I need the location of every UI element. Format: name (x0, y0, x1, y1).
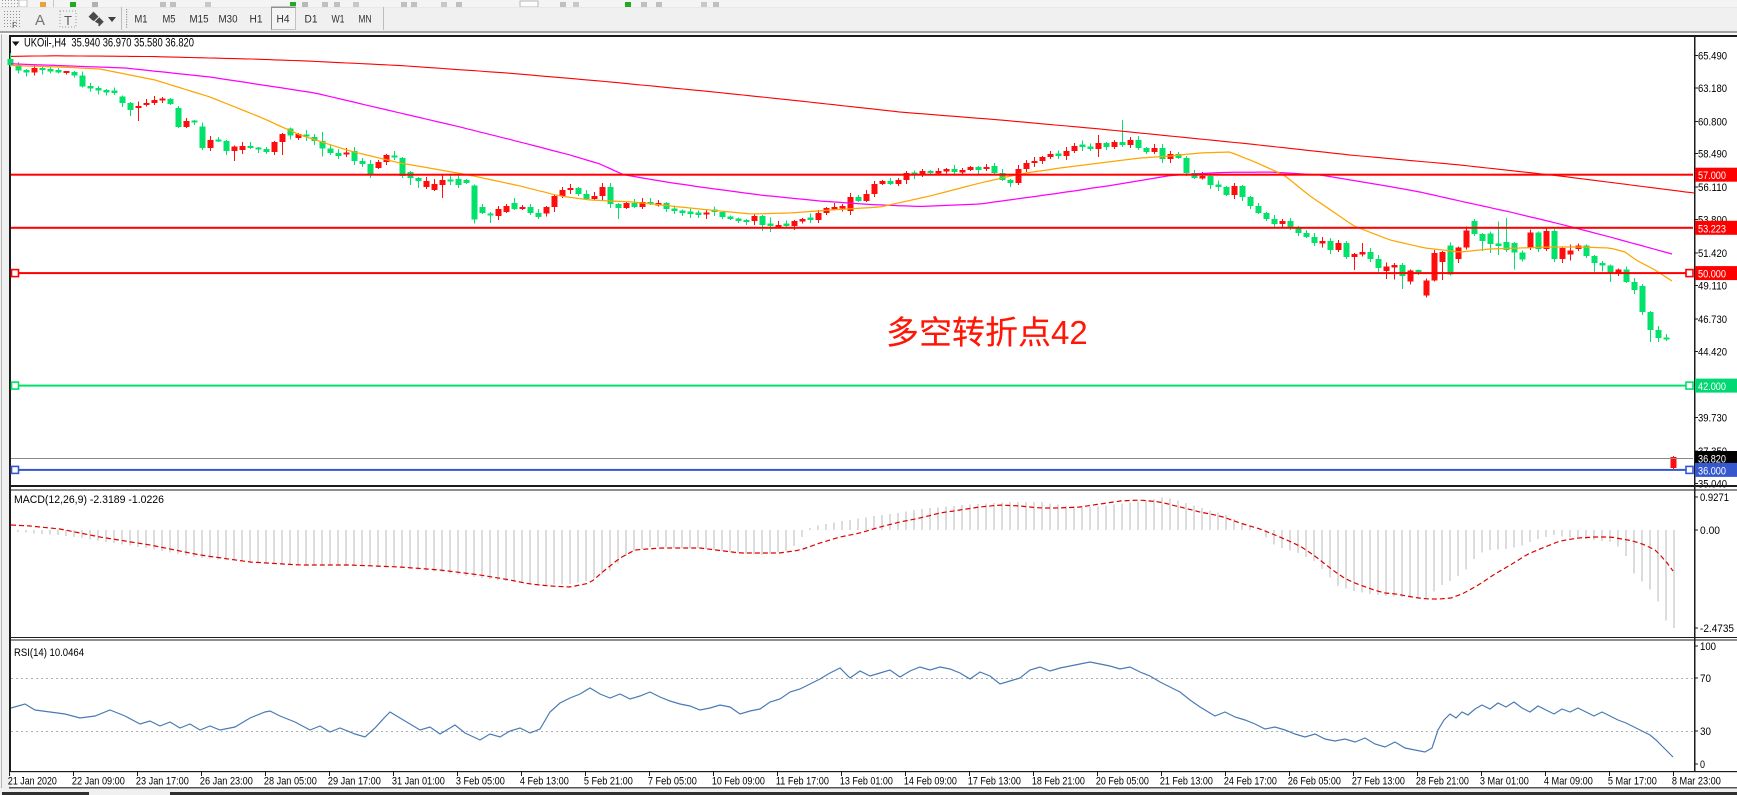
svg-text:27 Feb 13:00: 27 Feb 13:00 (1352, 776, 1405, 788)
svg-text:70: 70 (1700, 673, 1711, 685)
svg-text:63.180: 63.180 (1698, 83, 1727, 95)
svg-text:20 Feb 05:00: 20 Feb 05:00 (1096, 776, 1149, 788)
svg-text:17 Feb 13:00: 17 Feb 13:00 (968, 776, 1021, 788)
svg-text:H4: H4 (277, 14, 290, 26)
svg-text:RSI(14) 10.0464: RSI(14) 10.0464 (14, 647, 84, 659)
svg-text:A: A (35, 12, 45, 29)
svg-text:F: F (12, 21, 17, 30)
svg-text:22 Jan 09:00: 22 Jan 09:00 (72, 776, 125, 788)
svg-text:26 Jan 23:00: 26 Jan 23:00 (200, 776, 253, 788)
svg-text:M15: M15 (190, 14, 209, 26)
svg-text:50.000: 50.000 (1698, 269, 1726, 281)
svg-text:M5: M5 (163, 14, 176, 26)
svg-text:28 Jan 05:00: 28 Jan 05:00 (264, 776, 317, 788)
svg-text:W1: W1 (332, 14, 345, 26)
svg-text:8 Mar 23:00: 8 Mar 23:00 (1672, 776, 1721, 788)
svg-text:36.820: 36.820 (1698, 454, 1726, 466)
svg-text:56.110: 56.110 (1698, 182, 1727, 194)
svg-text:49.110: 49.110 (1698, 281, 1727, 293)
svg-text:21 Feb 13:00: 21 Feb 13:00 (1160, 776, 1213, 788)
svg-text:53.223: 53.223 (1698, 223, 1726, 235)
svg-text:60.800: 60.800 (1698, 116, 1727, 128)
svg-text:MN: MN (359, 14, 372, 26)
svg-text:39.730: 39.730 (1698, 413, 1727, 425)
svg-text:0: 0 (1700, 759, 1705, 771)
svg-text:42: 42 (1051, 314, 1088, 351)
svg-text:28 Feb 21:00: 28 Feb 21:00 (1416, 776, 1469, 788)
svg-text:51.420: 51.420 (1698, 248, 1727, 260)
svg-text:21 Jan 2020: 21 Jan 2020 (8, 776, 57, 788)
svg-text:46.730: 46.730 (1698, 314, 1727, 326)
svg-text:UKOil-,H4 35.940 36.970 35.58: UKOil-,H4 35.940 36.970 35.580 36.820 (24, 38, 194, 50)
svg-text:M30: M30 (219, 14, 238, 26)
svg-text:36.000: 36.000 (1698, 465, 1726, 477)
svg-text:5 Mar 17:00: 5 Mar 17:00 (1608, 776, 1657, 788)
svg-text:44.420: 44.420 (1698, 347, 1727, 359)
svg-text:65.490: 65.490 (1698, 50, 1727, 62)
svg-text:0.00: 0.00 (1700, 525, 1720, 537)
svg-text:3 Mar 01:00: 3 Mar 01:00 (1480, 776, 1529, 788)
svg-text:H1: H1 (250, 14, 263, 26)
svg-text:3 Feb 05:00: 3 Feb 05:00 (456, 776, 505, 788)
svg-text:57.000: 57.000 (1698, 170, 1726, 182)
svg-text:30: 30 (1700, 726, 1711, 738)
svg-text:5 Feb 21:00: 5 Feb 21:00 (584, 776, 633, 788)
svg-text:0.9271: 0.9271 (1700, 492, 1729, 504)
svg-text:42.000: 42.000 (1698, 381, 1726, 393)
svg-text:29 Jan 17:00: 29 Jan 17:00 (328, 776, 381, 788)
svg-text:D1: D1 (305, 14, 318, 26)
svg-text:T: T (64, 13, 72, 28)
svg-text:10 Feb 09:00: 10 Feb 09:00 (712, 776, 765, 788)
svg-text:7 Feb 05:00: 7 Feb 05:00 (648, 776, 697, 788)
svg-text:23 Jan 17:00: 23 Jan 17:00 (136, 776, 189, 788)
svg-text:35.040: 35.040 (1698, 478, 1727, 490)
svg-text:M1: M1 (135, 14, 148, 26)
svg-text:26 Feb 05:00: 26 Feb 05:00 (1288, 776, 1341, 788)
svg-text:14 Feb 09:00: 14 Feb 09:00 (904, 776, 957, 788)
svg-text:MACD(12,26,9) -2.3189 -1.0226: MACD(12,26,9) -2.3189 -1.0226 (14, 494, 164, 506)
svg-text:-2.4735: -2.4735 (1700, 623, 1734, 635)
svg-text:11 Feb 17:00: 11 Feb 17:00 (776, 776, 829, 788)
svg-text:31 Jan 01:00: 31 Jan 01:00 (392, 776, 445, 788)
svg-text:18 Feb 21:00: 18 Feb 21:00 (1032, 776, 1085, 788)
svg-text:4 Feb 13:00: 4 Feb 13:00 (520, 776, 569, 788)
svg-text:13 Feb 01:00: 13 Feb 01:00 (840, 776, 893, 788)
svg-text:58.490: 58.490 (1698, 149, 1727, 161)
svg-text:24 Feb 17:00: 24 Feb 17:00 (1224, 776, 1277, 788)
svg-text:100: 100 (1700, 641, 1716, 653)
svg-text:4 Mar 09:00: 4 Mar 09:00 (1544, 776, 1593, 788)
